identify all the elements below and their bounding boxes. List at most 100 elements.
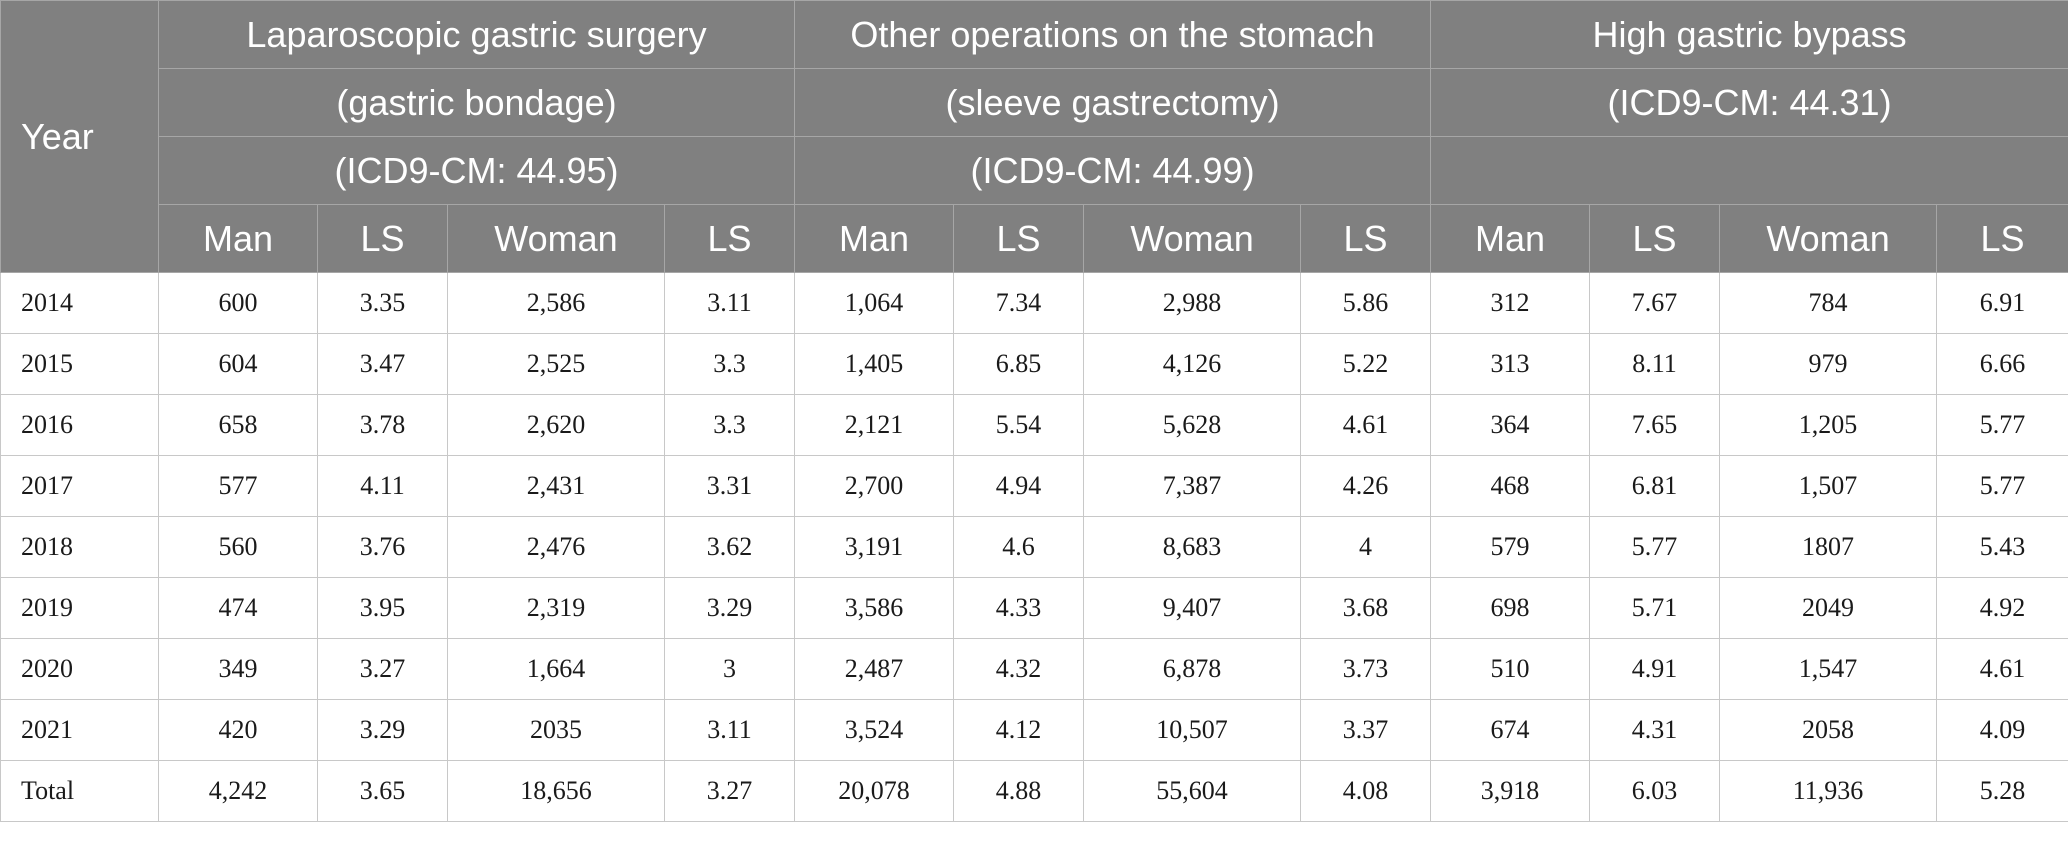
group-header-line (1430, 136, 2068, 205)
table-cell: 6,878 (1083, 638, 1302, 700)
table-cell: 1,064 (794, 272, 955, 334)
column-header: Man (1430, 204, 1591, 273)
table-cell: 4.94 (953, 455, 1085, 517)
group-header-line: Laparoscopic gastric surgery (157, 0, 796, 69)
column-header: Man (158, 204, 318, 273)
table-cell: 577 (158, 455, 318, 517)
table-cell: 3.65 (317, 760, 448, 822)
subheader-row: Man LS Woman LS Man LS Woman LS Man LS W… (1, 204, 2068, 273)
table-cell: 3.27 (663, 760, 796, 822)
column-header: LS (317, 204, 448, 273)
table-cell: 658 (158, 394, 318, 456)
table-cell: 5.71 (1589, 577, 1721, 639)
table-cell: 2,476 (447, 516, 665, 578)
group-header-line: (sleeve gastrectomy) (794, 68, 1432, 137)
table-cell: 4.26 (1300, 455, 1432, 517)
table-cell: 2049 (1719, 577, 1938, 639)
table-row: 2017 577 4.11 2,431 3.31 2,700 4.94 7,387 4.26 46… (0, 455, 2068, 517)
table-cell: 3,586 (794, 577, 955, 639)
table-body: 2014 600 3.35 2,586 3.11 1,064 7.34 2,988 5.86 31… (0, 272, 2068, 822)
table-cell: 1,664 (447, 638, 665, 700)
table-cell: 4.33 (953, 577, 1085, 639)
table-row: 2020 349 3.27 1,664 3 2,487 4.32 6,878 3.73 510 4.… (0, 638, 2068, 700)
table-cell: 5.54 (953, 394, 1085, 456)
table-cell: 4.61 (1936, 638, 2068, 700)
group-header-line: Other operations on the stomach (794, 0, 1432, 69)
table-cell: 4.32 (953, 638, 1085, 700)
table-cell: 1,507 (1719, 455, 1938, 517)
table-cell: 5,628 (1083, 394, 1302, 456)
table-cell: 5.43 (1936, 516, 2068, 578)
column-header: LS (953, 204, 1085, 273)
table-cell: 3.37 (1300, 699, 1432, 761)
table-cell: 5.77 (1589, 516, 1721, 578)
column-header: LS (1300, 204, 1432, 273)
table-cell: 7,387 (1083, 455, 1302, 517)
table-row: 2019 474 3.95 2,319 3.29 3,586 4.33 9,407 3.68 69… (0, 577, 2068, 639)
table-row: 2016 658 3.78 2,620 3.3 2,121 5.54 5,628 4.61 364… (0, 394, 2068, 456)
table-cell: 3.62 (663, 516, 796, 578)
table-row: 2018 560 3.76 2,476 3.62 3,191 4.6 8,683 4 579 5.7… (0, 516, 2068, 578)
group-header-line: (ICD9-CM: 44.95) (157, 136, 796, 205)
table-cell: 4,242 (158, 760, 318, 822)
year-cell: 2018 (0, 516, 159, 578)
table-cell: 2,700 (794, 455, 955, 517)
table-cell: 1,205 (1719, 394, 1938, 456)
table-cell: 3.11 (663, 699, 796, 761)
table-cell: 18,656 (447, 760, 665, 822)
table-cell: 5.77 (1936, 394, 2068, 456)
table-cell: 7.65 (1589, 394, 1721, 456)
table-row: Total 4,242 3.65 18,656 3.27 20,078 4.88 55,604… (0, 760, 2068, 822)
table-cell: 4.12 (953, 699, 1085, 761)
table-cell: 3.47 (317, 333, 448, 395)
table-cell: 3.3 (663, 394, 796, 456)
table-cell: 3,918 (1430, 760, 1591, 822)
table-cell: 2035 (447, 699, 665, 761)
table-cell: 2,988 (1083, 272, 1302, 334)
table-cell: 364 (1430, 394, 1591, 456)
data-table: Year Laparoscopic gastric surgery Other … (0, 0, 2068, 822)
table-cell: 3,524 (794, 699, 955, 761)
table-cell: 20,078 (794, 760, 955, 822)
table-cell: 55,604 (1083, 760, 1302, 822)
column-header: LS (1936, 204, 2068, 273)
table-cell: 420 (158, 699, 318, 761)
table-cell: 3.35 (317, 272, 448, 334)
table-cell: 4.61 (1300, 394, 1432, 456)
table-cell: 4.92 (1936, 577, 2068, 639)
table-cell: 674 (1430, 699, 1591, 761)
table-cell: 468 (1430, 455, 1591, 517)
column-header: Woman (1719, 204, 1938, 273)
year-cell: 2017 (0, 455, 159, 517)
table-cell: 604 (158, 333, 318, 395)
table-cell: 6.81 (1589, 455, 1721, 517)
table-cell: 4.91 (1589, 638, 1721, 700)
column-header: LS (1589, 204, 1721, 273)
year-cell: 2019 (0, 577, 159, 639)
table-cell: 4.6 (953, 516, 1085, 578)
table-cell: 2,586 (447, 272, 665, 334)
table-row: 2015 604 3.47 2,525 3.3 1,405 6.85 4,126 5.22 313… (0, 333, 2068, 395)
table-cell: 2,121 (794, 394, 955, 456)
table-cell: 3.29 (317, 699, 448, 761)
table-cell: 698 (1430, 577, 1591, 639)
table-cell: 3.78 (317, 394, 448, 456)
table-cell: 5.28 (1936, 760, 2068, 822)
header-row-2: (gastric bondage) (sleeve gastrectomy) (… (1, 68, 2068, 137)
table-cell: 4,126 (1083, 333, 1302, 395)
table-cell: 1807 (1719, 516, 1938, 578)
table-cell: 560 (158, 516, 318, 578)
table-cell: 3 (663, 638, 796, 700)
table-cell: 6.03 (1589, 760, 1721, 822)
table-cell: 9,407 (1083, 577, 1302, 639)
group-header-line: High gastric bypass (1430, 0, 2068, 69)
table-cell: 3.3 (663, 333, 796, 395)
table-cell: 1,547 (1719, 638, 1938, 700)
table-cell: 313 (1430, 333, 1591, 395)
table-cell: 2,620 (447, 394, 665, 456)
table-cell: 4.31 (1589, 699, 1721, 761)
table-cell: 3.68 (1300, 577, 1432, 639)
table-cell: 6.66 (1936, 333, 2068, 395)
table-cell: 784 (1719, 272, 1938, 334)
year-cell: 2015 (0, 333, 159, 395)
